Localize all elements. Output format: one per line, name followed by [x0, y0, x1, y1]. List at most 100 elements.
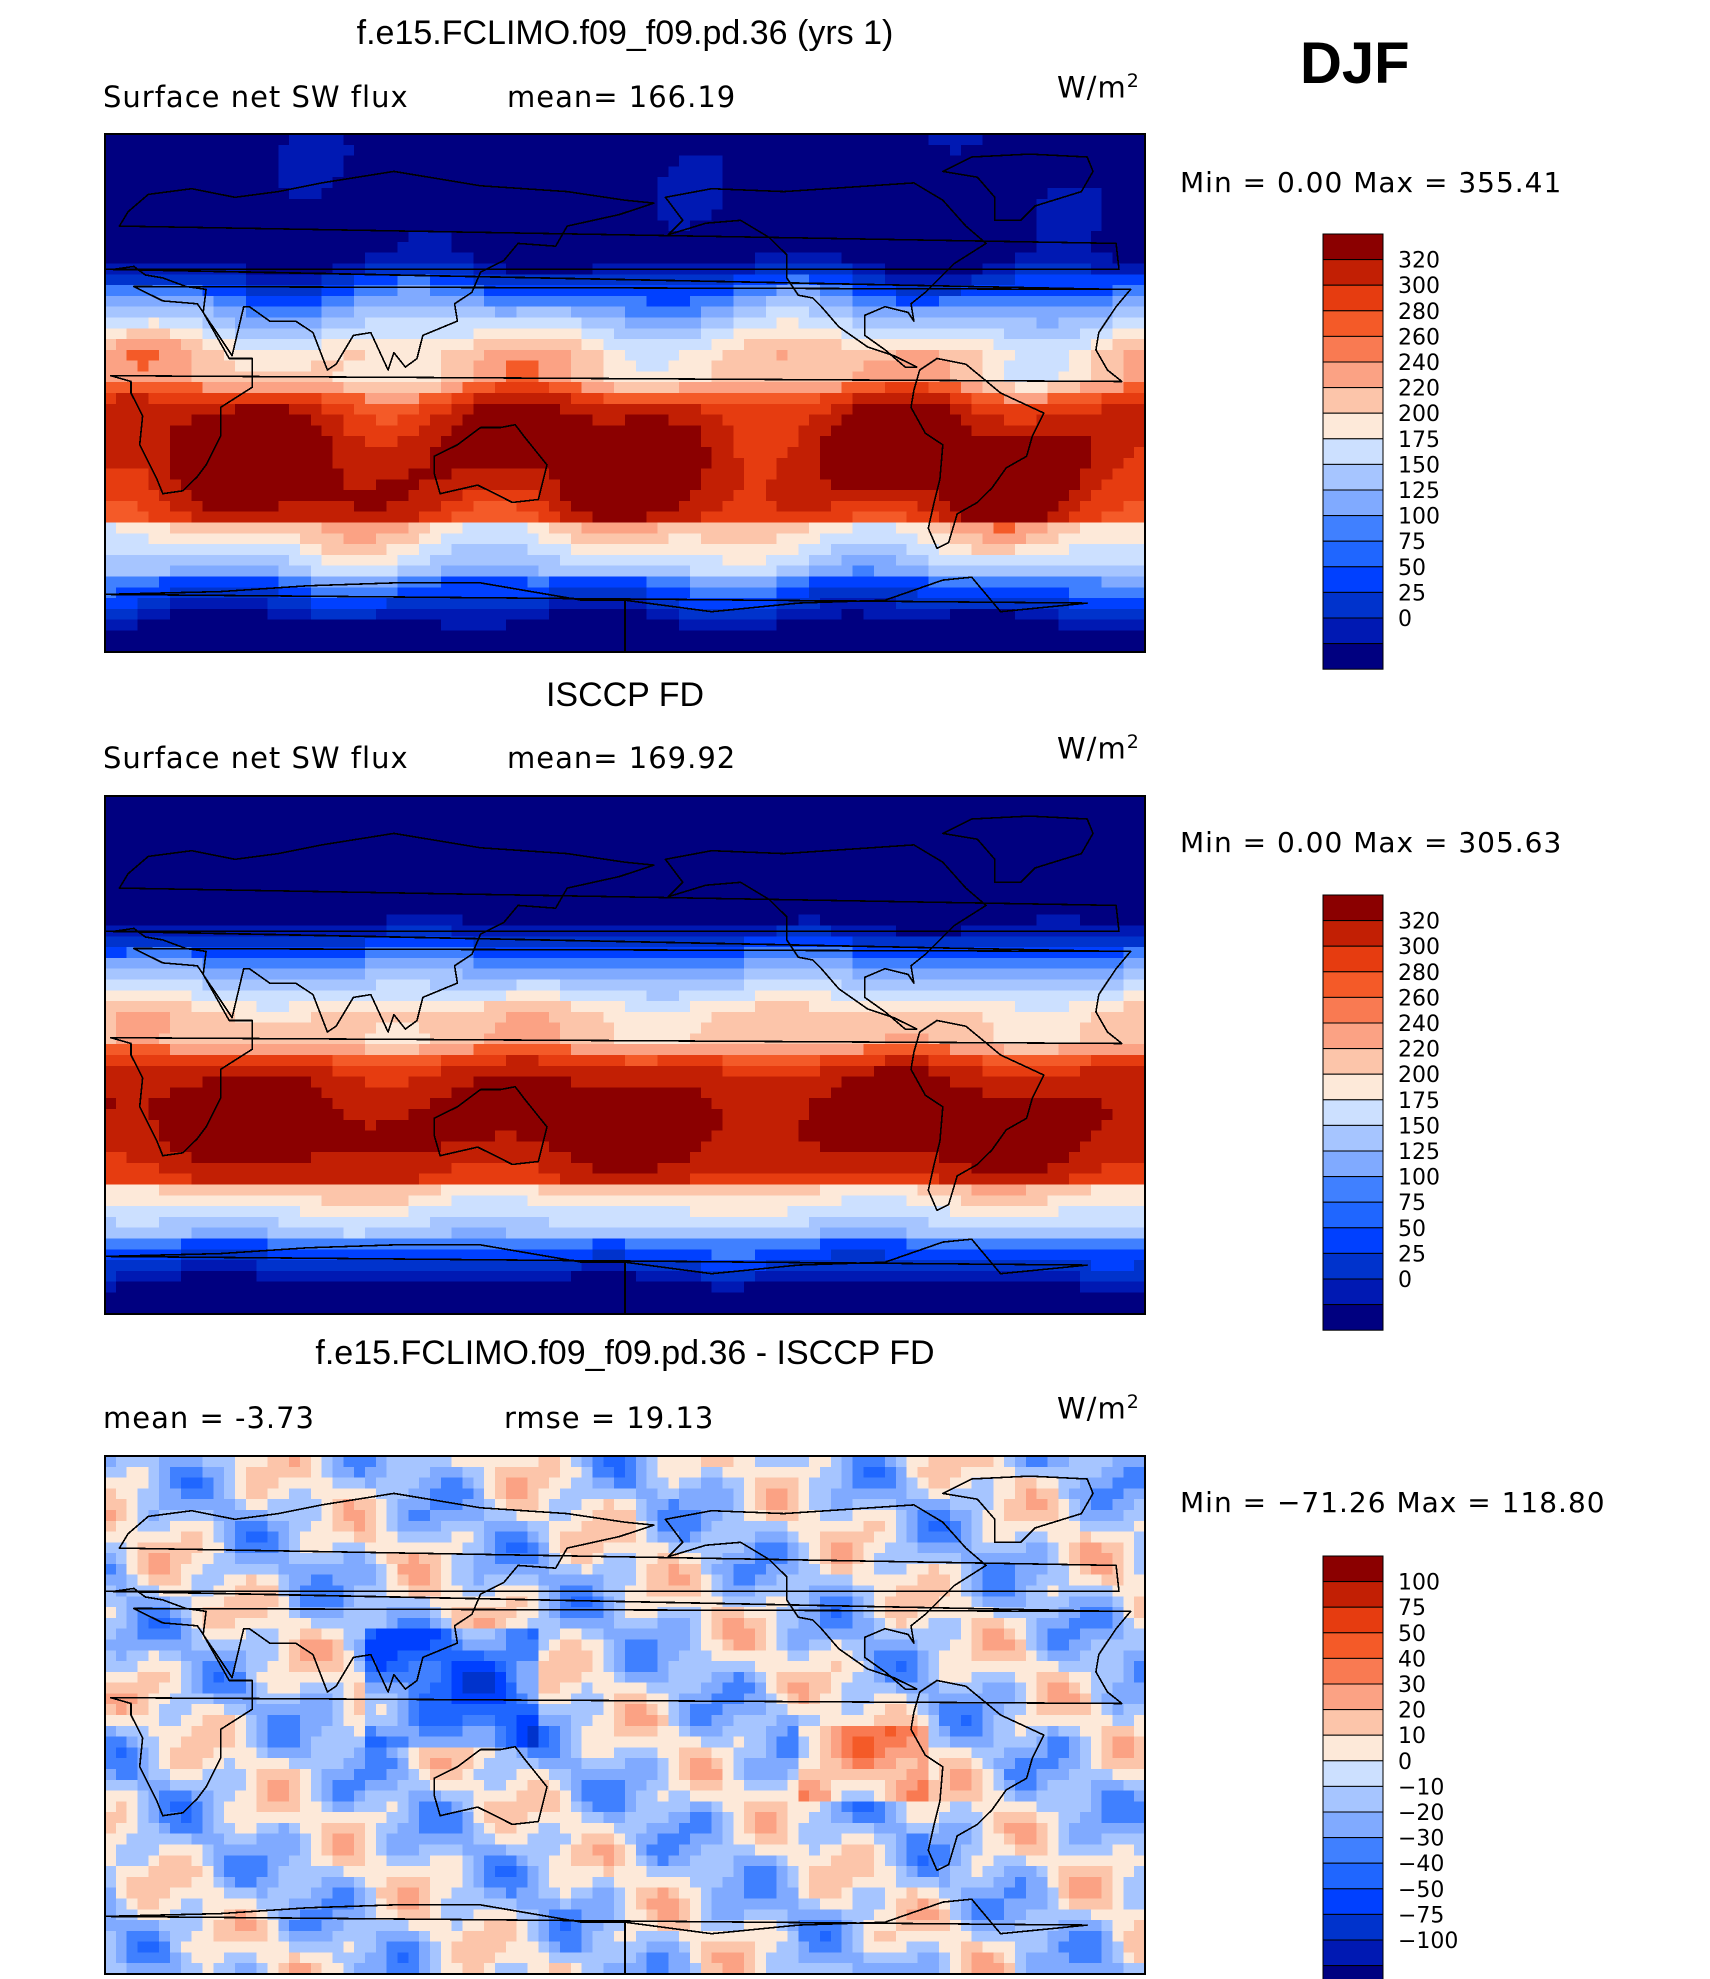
map-cell: [549, 554, 561, 567]
map-cell: [495, 619, 507, 632]
map-cell: [635, 339, 648, 351]
map-cell: [549, 198, 561, 211]
map-cell: [289, 522, 301, 534]
map-cell: [451, 144, 464, 157]
map-cell: [462, 479, 474, 491]
map-cell: [1036, 446, 1049, 459]
map-cell: [105, 360, 117, 373]
map-cell: [105, 490, 117, 502]
map-cell: [1015, 317, 1027, 329]
map-cell: [365, 252, 377, 265]
map-cell: [657, 295, 669, 308]
map-cell: [1036, 587, 1049, 599]
map-cell: [386, 641, 399, 653]
map-cell: [1015, 576, 1027, 588]
map-cell: [1112, 274, 1124, 286]
map-cell: [939, 500, 951, 513]
map-cell: [787, 371, 799, 383]
map-cell: [776, 285, 789, 297]
map-cell: [202, 241, 214, 254]
map-cell: [202, 144, 214, 157]
map-cell: [744, 533, 756, 545]
map-cell: [614, 544, 626, 556]
map-cell: [343, 144, 355, 157]
map-cell: [668, 349, 680, 362]
map-cell: [993, 457, 1005, 470]
map-cell: [798, 490, 810, 502]
map-cell: [625, 533, 637, 545]
map-cell: [180, 349, 193, 362]
map-cell: [549, 446, 561, 459]
map-cell: [289, 274, 301, 286]
map-cell: [321, 576, 334, 588]
map-cell: [1036, 382, 1049, 394]
map-cell: [170, 828, 182, 840]
map-cell: [1101, 500, 1114, 513]
map-cell: [505, 295, 518, 308]
map-cell: [332, 349, 344, 362]
map-cell: [1015, 414, 1027, 426]
map-cell: [906, 533, 919, 545]
map-cell: [744, 630, 756, 642]
map-cell: [679, 144, 691, 157]
map-cell: [830, 382, 843, 394]
map-cell: [603, 295, 615, 308]
map-cell: [657, 382, 669, 394]
map-cell: [560, 565, 572, 578]
map-cell: [874, 796, 886, 808]
map-cell: [765, 457, 778, 470]
map-cell: [625, 231, 637, 243]
map-cell: [516, 393, 529, 405]
map-cell: [1047, 134, 1059, 146]
map-cell: [191, 608, 204, 621]
map-cell: [841, 587, 854, 599]
map-cell: [993, 306, 1005, 319]
map-cell: [657, 317, 669, 329]
map-cell: [1004, 360, 1016, 373]
map-cell: [202, 511, 214, 524]
map-cell: [657, 285, 669, 297]
map-cell: [516, 479, 529, 491]
map-cell: [668, 177, 680, 189]
map-cell: [365, 511, 377, 524]
map-cell: [668, 522, 680, 534]
map-cell: [1069, 209, 1081, 221]
map-cell: [830, 220, 843, 232]
map-cell: [885, 339, 897, 351]
map-cell: [874, 554, 886, 567]
map-cell: [646, 414, 659, 426]
map-cell: [679, 241, 691, 254]
map-cell: [711, 828, 724, 840]
map-cell: [224, 817, 236, 829]
map-cell: [267, 436, 279, 448]
map-cell: [148, 608, 160, 621]
map-cell: [830, 806, 843, 819]
map-cell: [809, 306, 821, 319]
map-cell: [354, 306, 366, 319]
map-cell: [895, 490, 908, 502]
map-cell: [516, 630, 529, 642]
map-cell: [733, 608, 745, 621]
map-cell: [191, 619, 204, 632]
map-cell: [765, 641, 778, 653]
map-cell: [733, 619, 745, 632]
map-cell: [1047, 479, 1059, 491]
map-cell: [495, 576, 507, 588]
map-cell: [440, 349, 453, 362]
map-cell: [809, 457, 821, 470]
map-cell: [137, 544, 149, 556]
map-cell: [614, 393, 626, 405]
map-cell: [365, 533, 377, 545]
map-cell: [451, 630, 464, 642]
map-cell: [993, 565, 1005, 578]
map-cell: [473, 134, 485, 146]
map-cell: [191, 796, 204, 808]
map-cell: [354, 414, 366, 426]
map-cell: [874, 533, 886, 545]
map-cell: [646, 177, 659, 189]
map-cell: [170, 241, 182, 254]
map-cell: [581, 587, 594, 599]
map-cell: [1047, 796, 1059, 808]
map-cell: [993, 187, 1005, 200]
map-cell: [365, 134, 377, 146]
